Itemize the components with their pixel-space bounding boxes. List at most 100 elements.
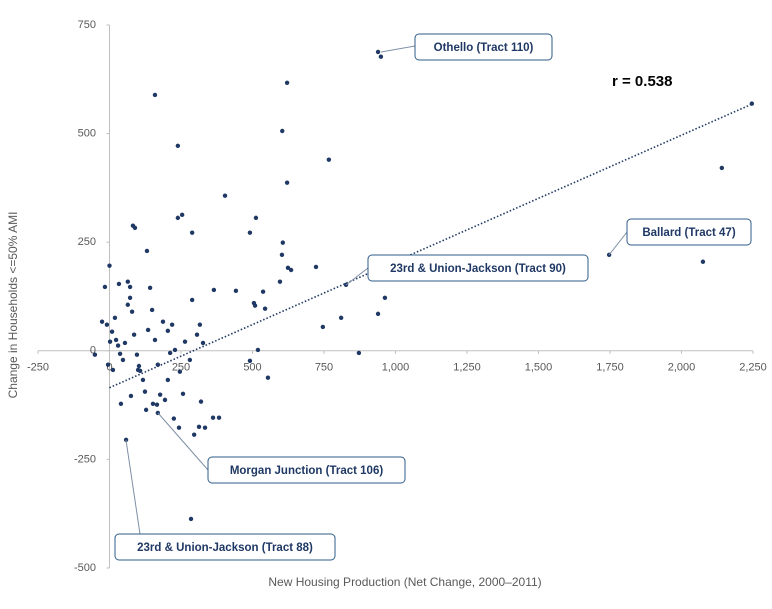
point — [99, 319, 105, 324]
point — [338, 315, 344, 320]
point — [277, 279, 283, 284]
point — [211, 287, 217, 293]
leader-line — [345, 267, 369, 286]
point — [129, 309, 135, 314]
point — [247, 358, 253, 363]
point — [127, 295, 133, 301]
y-tick-label: 500 — [78, 128, 96, 140]
leader-line — [608, 231, 628, 256]
x-tick-label: -250 — [27, 362, 49, 374]
point — [265, 375, 271, 380]
point — [131, 332, 137, 337]
point — [233, 288, 239, 294]
point — [125, 302, 131, 307]
point — [210, 415, 216, 420]
leader-line — [125, 439, 141, 535]
leader-line — [157, 412, 209, 471]
point — [194, 332, 200, 337]
point — [128, 393, 134, 399]
point — [280, 240, 286, 245]
callout-label: Morgan Junction (Tract 106) — [230, 465, 384, 477]
point — [165, 328, 171, 334]
callout-label: 23rd & Union-Jackson (Tract 90) — [390, 263, 566, 275]
x-tick-label: 2,000 — [668, 362, 696, 374]
point — [285, 265, 291, 271]
x-tick-label: 1,250 — [453, 362, 481, 374]
point — [382, 295, 388, 301]
x-tick-label: 1,750 — [596, 362, 624, 374]
point — [180, 391, 186, 397]
x-tick-label: 500 — [243, 362, 261, 374]
point — [109, 329, 115, 334]
point — [216, 415, 222, 420]
point — [280, 128, 285, 134]
point — [177, 369, 183, 374]
point — [288, 267, 294, 273]
point — [171, 416, 177, 421]
point — [375, 49, 381, 55]
point — [255, 347, 261, 353]
point — [152, 337, 158, 343]
point — [198, 399, 204, 404]
x-tick-label: 2,250 — [739, 362, 767, 374]
point — [160, 319, 166, 324]
callout-box — [367, 254, 589, 282]
callout-box — [207, 456, 406, 484]
callout-box — [626, 218, 752, 246]
x-axis-label: New Housing Production (Net Change, 2000… — [268, 575, 541, 589]
x-tick-label: 1,500 — [525, 362, 553, 374]
point — [110, 367, 116, 373]
point — [260, 289, 266, 294]
point — [247, 230, 253, 235]
point — [135, 367, 141, 373]
point — [284, 80, 290, 85]
point — [222, 193, 228, 198]
y-tick-label: 250 — [78, 236, 96, 248]
point — [356, 350, 362, 356]
point — [125, 279, 131, 284]
point — [262, 306, 268, 311]
point — [279, 252, 285, 257]
point — [143, 407, 149, 413]
point — [155, 362, 161, 367]
y-tick-label: 0 — [90, 345, 96, 357]
point — [189, 297, 195, 303]
point — [104, 322, 110, 327]
point — [182, 339, 188, 344]
point — [154, 402, 160, 407]
point — [191, 432, 197, 437]
point — [196, 424, 202, 430]
point — [189, 230, 195, 235]
point — [107, 339, 113, 344]
x-tick-label: 250 — [172, 362, 190, 374]
y-tick-label: -500 — [74, 562, 96, 574]
x-tick-label: 1,000 — [382, 362, 410, 374]
point — [144, 248, 150, 254]
point — [167, 350, 173, 356]
point — [313, 264, 319, 270]
point — [107, 263, 112, 268]
point — [105, 362, 111, 367]
point — [719, 165, 725, 171]
y-tick-label: -250 — [74, 453, 96, 465]
point — [200, 340, 206, 346]
y-tick-label: 750 — [78, 19, 96, 31]
callout-label: 23rd & Union-Jackson (Tract 88) — [137, 542, 313, 554]
point — [150, 401, 156, 406]
point — [127, 284, 133, 290]
callout-box — [414, 33, 553, 61]
point — [188, 516, 194, 522]
point — [147, 285, 153, 291]
point — [251, 300, 257, 306]
point — [145, 327, 151, 333]
point — [169, 322, 175, 327]
point — [326, 157, 332, 162]
point — [92, 352, 98, 357]
callout-box — [114, 533, 336, 561]
point — [378, 54, 384, 59]
point — [134, 352, 140, 357]
point — [136, 363, 142, 369]
x-tick-label: 0 — [106, 362, 112, 374]
annotation: r = 0.538 — [612, 73, 672, 90]
